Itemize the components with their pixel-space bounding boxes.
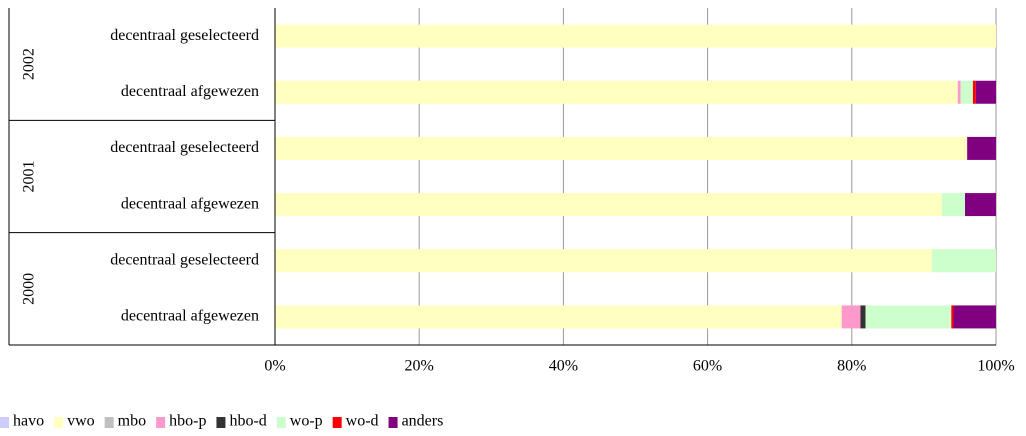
legend-label: vwo <box>67 413 95 430</box>
legend-swatch <box>388 417 398 428</box>
bar-segment <box>941 193 965 217</box>
legend-label: anders <box>402 413 444 430</box>
bar-segment <box>275 305 842 329</box>
x-tick-label: 100% <box>977 358 1014 375</box>
bar-segment <box>275 136 968 160</box>
x-tick-label: 20% <box>405 358 434 375</box>
legend-label: hbo-d <box>229 413 266 430</box>
legend-label: mbo <box>118 413 146 430</box>
category-label: decentraal geselecteerd <box>110 139 259 156</box>
bar-segment <box>275 193 942 217</box>
bar-segment <box>931 249 996 273</box>
bar-segment <box>953 305 996 329</box>
legend-swatch <box>104 417 114 428</box>
legend-swatch <box>276 417 286 428</box>
category-label: decentraal geselecteerd <box>110 27 259 44</box>
bar-segment <box>275 249 932 273</box>
legend-label: havo <box>13 413 44 430</box>
x-tick-label: 60% <box>693 358 722 375</box>
legend-swatch <box>156 417 166 428</box>
legend-swatch <box>54 417 64 428</box>
bar-segment <box>975 80 996 104</box>
group-label: 2002 <box>21 48 38 80</box>
category-label: decentraal afgewezen <box>121 308 259 325</box>
legend-label: wo-d <box>346 413 379 430</box>
group-label: 2000 <box>21 273 38 305</box>
legend-swatch <box>216 417 226 428</box>
x-tick-label: 80% <box>837 358 866 375</box>
bar-segment <box>964 193 996 217</box>
legend-label: hbo-p <box>169 413 206 430</box>
bar-segment <box>972 80 976 104</box>
category-label: decentraal afgewezen <box>121 83 259 100</box>
category-label: decentraal geselecteerd <box>110 251 259 268</box>
bar-segment <box>865 305 952 329</box>
legend-swatch <box>332 417 342 428</box>
bar-segment <box>841 305 861 329</box>
x-tick-label: 40% <box>549 358 578 375</box>
bar-segment <box>967 136 996 160</box>
group-label: 2001 <box>21 161 38 193</box>
category-label: decentraal afgewezen <box>121 195 259 212</box>
legend-swatch <box>0 417 9 428</box>
bar-segment <box>951 305 954 329</box>
bar-segment <box>275 80 958 104</box>
bar-segment <box>960 80 973 104</box>
x-tick-label: 0% <box>264 358 285 375</box>
legend-label: wo-p <box>290 413 323 430</box>
bar-segment <box>275 24 996 48</box>
bar-segment <box>957 80 961 104</box>
bar-segment <box>860 305 866 329</box>
